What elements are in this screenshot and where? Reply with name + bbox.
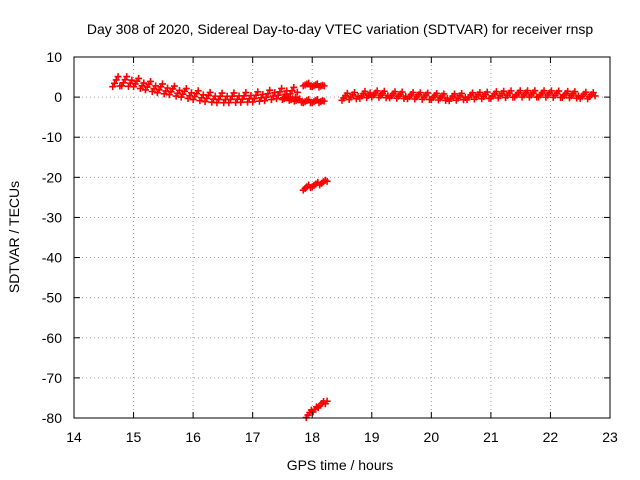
data-point (323, 177, 331, 185)
data-point (564, 87, 572, 95)
data-point (114, 73, 122, 81)
y-axis-label: SDTVAR / TECUs (6, 181, 22, 293)
data-point (123, 73, 131, 81)
data-point (170, 82, 178, 90)
series-group (302, 397, 331, 422)
data-point (230, 89, 238, 97)
data-point (351, 88, 359, 96)
data-point (140, 79, 148, 87)
data-point (492, 88, 500, 96)
data-point (555, 87, 563, 95)
data-point (524, 87, 532, 95)
x-tick-label: 18 (304, 429, 320, 445)
data-point (254, 88, 262, 96)
data-point (469, 89, 477, 97)
y-tick-label: -10 (42, 129, 62, 145)
data-point (175, 86, 183, 94)
data-point (206, 88, 214, 96)
data-point (278, 84, 286, 92)
y-tick-label: -30 (42, 209, 62, 225)
chart-title: Day 308 of 2020, Sidereal Day-to-day VTE… (87, 21, 593, 37)
data-point (424, 89, 432, 97)
y-tick-label: -40 (42, 250, 62, 266)
data-point (182, 85, 190, 93)
y-tick-label: -60 (42, 330, 62, 346)
data-point (476, 88, 484, 96)
data-point (458, 89, 466, 97)
data-point (571, 88, 579, 96)
data-point (164, 84, 172, 92)
data-point (323, 397, 331, 405)
data-point (158, 80, 166, 88)
x-tick-label: 23 (602, 429, 618, 445)
axis-ticks: 14 15 16 17 18 19 20 21 22 23 10 0 -10 -20 -30 -40 -50 -6… (42, 49, 618, 445)
data-point (451, 90, 459, 98)
data-point (440, 90, 448, 98)
data-point (483, 88, 491, 96)
data-point (152, 82, 160, 90)
data-point (320, 82, 328, 90)
data-point (242, 89, 250, 97)
data-point (398, 88, 406, 96)
data-point (187, 89, 195, 97)
data-point (380, 87, 388, 95)
x-tick-label: 21 (483, 429, 499, 445)
y-tick-label: 0 (54, 89, 62, 105)
series-group (278, 93, 328, 107)
data-point (296, 95, 304, 103)
x-tick-label: 16 (185, 429, 201, 445)
x-tick-label: 20 (424, 429, 440, 445)
x-tick-label: 17 (245, 429, 261, 445)
data-point (128, 76, 136, 84)
data-point (194, 87, 202, 95)
series-group (299, 176, 331, 194)
data-point (507, 87, 515, 95)
x-tick-label: 19 (364, 429, 380, 445)
data-point (343, 89, 351, 97)
data-point (391, 88, 399, 96)
data-point (591, 92, 599, 100)
data-point (147, 77, 155, 85)
data-point (266, 86, 274, 94)
data-point (582, 88, 590, 96)
data-point (320, 97, 328, 105)
y-tick-label: 10 (46, 49, 62, 65)
data-point (433, 89, 441, 97)
y-tick-label: -50 (42, 290, 62, 306)
data-point (531, 87, 539, 95)
data-point (416, 89, 424, 97)
data-points (109, 73, 599, 422)
x-tick-label: 14 (66, 429, 82, 445)
y-tick-label: -20 (42, 169, 62, 185)
series-group (338, 87, 599, 105)
data-point (409, 88, 417, 96)
data-point (290, 83, 298, 91)
y-tick-label: -70 (42, 370, 62, 386)
data-point (516, 87, 524, 95)
y-tick-label: -80 (42, 410, 62, 426)
data-point (361, 87, 369, 95)
data-point (373, 87, 381, 95)
data-point (547, 87, 555, 95)
data-point (540, 87, 548, 95)
data-point (293, 88, 301, 96)
data-point (500, 87, 508, 95)
x-tick-label: 22 (543, 429, 559, 445)
plot-frame (73, 56, 611, 419)
series-group (299, 79, 328, 91)
data-point (218, 89, 226, 97)
x-axis-label: GPS time / hours (287, 457, 394, 473)
x-tick-label: 15 (126, 429, 142, 445)
data-point (135, 74, 143, 82)
